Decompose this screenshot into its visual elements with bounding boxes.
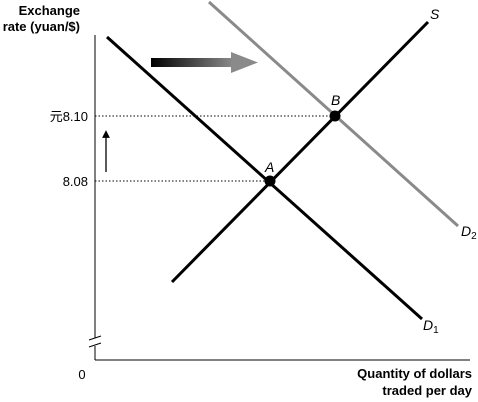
demand1-label-main: D — [423, 317, 433, 333]
supply-curve — [170, 20, 430, 284]
supply-label: S — [430, 6, 440, 22]
y-tick-8-10: 元8.10 — [50, 109, 88, 124]
equilibrium-point-a — [264, 175, 276, 187]
point-a-label: A — [264, 159, 274, 175]
demand1-label-sub: 1 — [433, 325, 439, 336]
axis-break-mark — [88, 335, 102, 348]
origin-label: 0 — [78, 367, 85, 382]
demand1-label: D1 — [423, 317, 439, 336]
demand2-label-sub: 2 — [471, 231, 477, 242]
right-arrow-gradient-icon — [151, 52, 258, 73]
demand2-label: D2 — [461, 223, 477, 242]
y-axis-label-line2: rate (yuan/$) — [3, 19, 80, 34]
y-tick-8-08: 8.08 — [63, 174, 88, 189]
demand2-label-main: D — [461, 223, 471, 239]
point-b-label: B — [331, 92, 340, 108]
equilibrium-point-b — [329, 110, 341, 122]
x-axis-label-line1: Quantity of dollars — [357, 366, 472, 381]
x-axis-label-line2: traded per day — [382, 383, 472, 398]
demand-curve-d1 — [105, 35, 424, 321]
y-axis-label-line1: Exchange — [19, 3, 80, 18]
